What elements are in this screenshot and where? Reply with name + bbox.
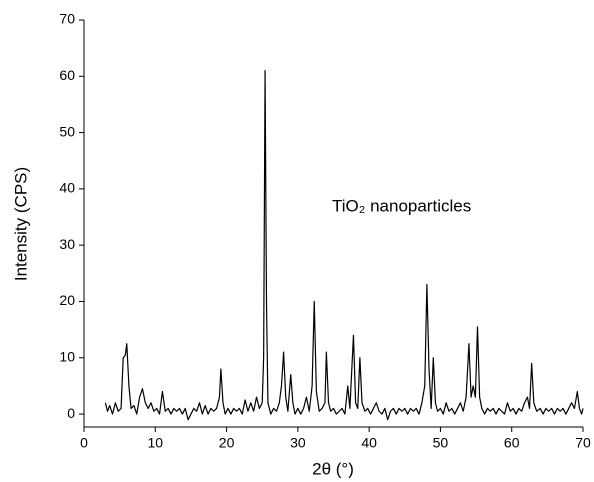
annotation: TiO₂ nanoparticles xyxy=(332,196,471,215)
x-axis-label: 2θ (°) xyxy=(312,459,354,478)
y-tick-label: 70 xyxy=(59,11,75,27)
y-tick-label: 0 xyxy=(67,405,75,421)
x-tick-label: 60 xyxy=(504,435,520,451)
y-axis-label: Intensity (CPS) xyxy=(11,167,30,281)
y-tick-label: 10 xyxy=(59,348,75,364)
y-tick-label: 20 xyxy=(59,292,75,308)
y-tick-label: 60 xyxy=(59,67,75,83)
x-tick-label: 40 xyxy=(361,435,377,451)
x-tick-label: 70 xyxy=(575,435,591,451)
x-tick-label: 50 xyxy=(433,435,449,451)
x-tick-label: 10 xyxy=(147,435,163,451)
data-line xyxy=(104,70,584,421)
y-tick-label: 30 xyxy=(59,236,75,252)
x-tick-label: 0 xyxy=(80,435,88,451)
x-tick-label: 30 xyxy=(290,435,306,451)
y-tick-label: 50 xyxy=(59,123,75,139)
x-tick-label: 20 xyxy=(219,435,235,451)
y-tick-label: 40 xyxy=(59,180,75,196)
